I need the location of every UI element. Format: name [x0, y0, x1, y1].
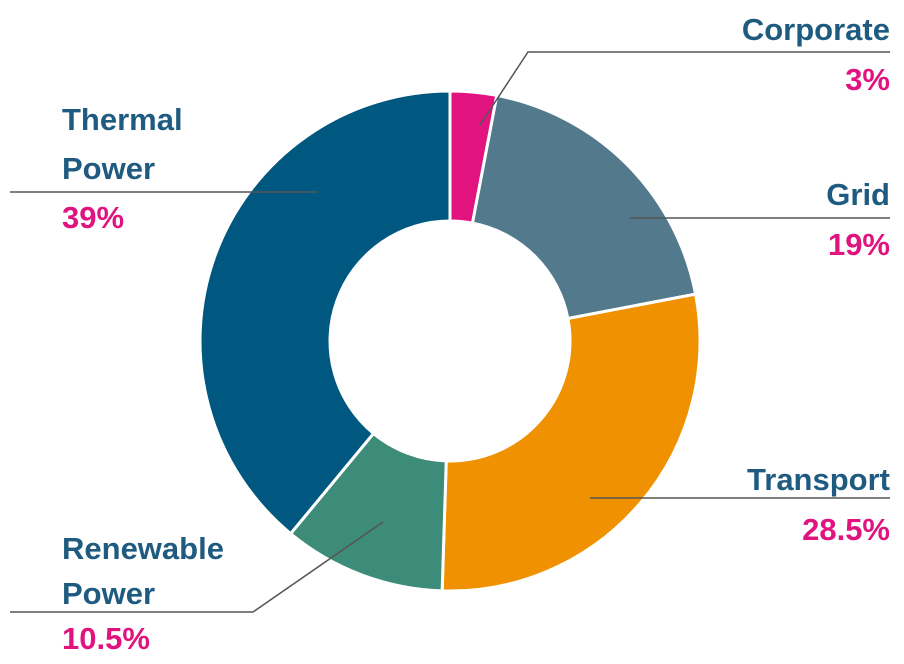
donut-slice [470, 93, 698, 321]
leader-line [10, 521, 384, 613]
slice-label: Renewable Power 10.5% [62, 526, 282, 661]
slice-label: Transport 28.5% [490, 455, 890, 555]
donut-slice [198, 89, 452, 536]
slice-label: Grid 19% [490, 170, 890, 270]
value-label: 10.5% [62, 621, 150, 656]
value-label: 3% [845, 62, 890, 97]
slice-label: Corporate 3% [490, 5, 890, 105]
slice-label: Thermal Power 39% [62, 95, 232, 242]
category-label: Thermal Power [62, 102, 183, 186]
value-label: 39% [62, 200, 125, 235]
leader-line [479, 51, 890, 126]
donut-slice [440, 292, 702, 593]
value-label: 19% [827, 227, 890, 262]
category-label: Renewable Power [62, 531, 224, 611]
category-label: Transport [747, 462, 890, 497]
category-label: Grid [826, 177, 890, 212]
category-label: Corporate [741, 12, 890, 47]
value-label: 28.5% [802, 512, 890, 547]
